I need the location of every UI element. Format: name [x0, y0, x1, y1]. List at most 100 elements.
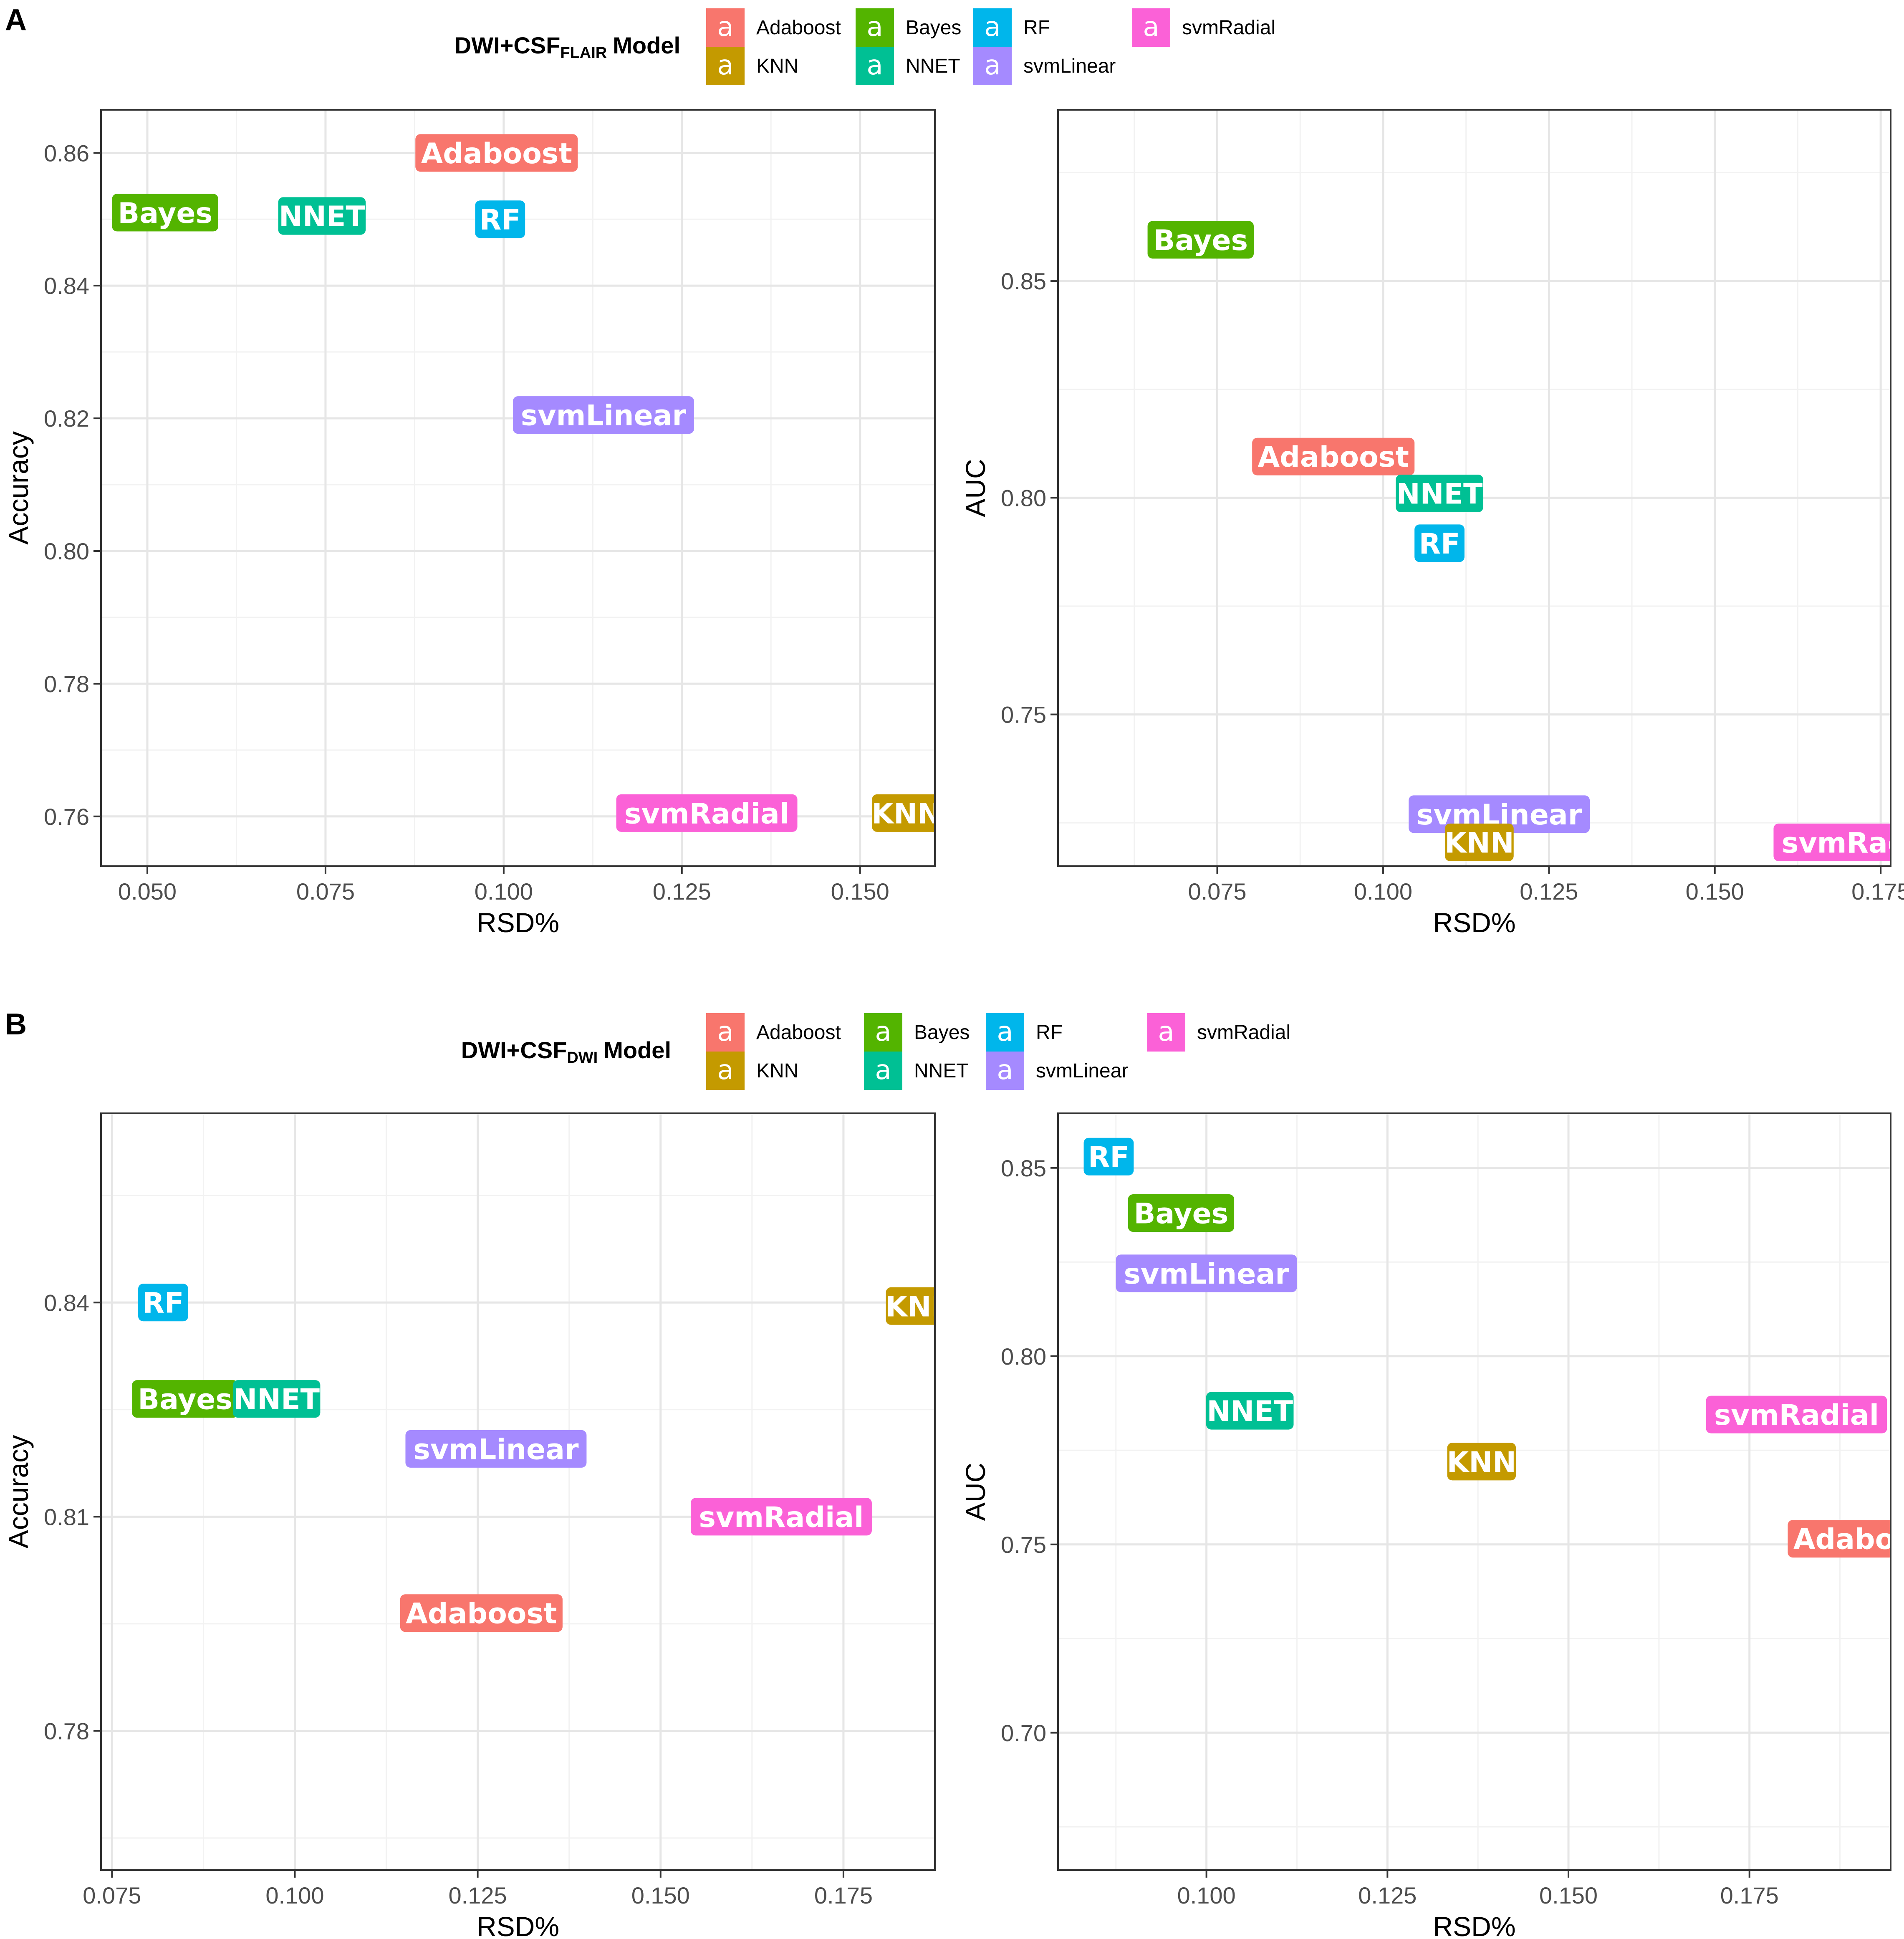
- legend-key-rf: [973, 8, 1012, 47]
- legend-key-glyph: a: [717, 1055, 733, 1086]
- plot-a-auc-point-adaboost: Adaboost: [1252, 437, 1415, 475]
- legend-item-nnet: a NNET: [856, 47, 960, 85]
- legend-item-rf: a RF: [973, 8, 1050, 47]
- plot-b-auc-point-rf: RF: [1083, 1138, 1134, 1176]
- legend-title-b: DWI+CSFDWI Model: [461, 1037, 671, 1067]
- legend-label-adaboost: Adaboost: [756, 1021, 841, 1044]
- legend-title-subscript: DWI: [567, 1049, 598, 1067]
- label-box-svmlinear: [405, 1430, 587, 1468]
- legend-key-glyph: a: [875, 1055, 891, 1086]
- label-text-svmradial: svmRadial: [1782, 827, 1904, 860]
- plot-b-auc-point-bayes: Bayes: [1128, 1194, 1235, 1232]
- plot-a-accuracy-point-svmradial: svmRadial: [616, 794, 798, 832]
- label-text-svmlinear: svmLinear: [521, 399, 687, 432]
- label-text-bayes: Bayes: [1153, 224, 1248, 257]
- label-text-rf: RF: [143, 1287, 184, 1320]
- plot-b-auc-point-knn: KNN: [1447, 1443, 1516, 1481]
- legend-key-svmlinear: [986, 1052, 1024, 1090]
- plot-a-accuracy-ytick-label-1: 0.78: [44, 671, 89, 697]
- legend-label-knn: KNN: [756, 55, 798, 77]
- legend-key-nnet: [864, 1052, 902, 1090]
- label-text-bayes: Bayes: [1134, 1198, 1229, 1231]
- legend-item-bayes: a Bayes: [856, 8, 961, 47]
- plot-a-accuracy-xtick-label-0: 0.050: [118, 878, 177, 905]
- legend-key-glyph: a: [875, 1016, 891, 1047]
- legend-title-subscript: FLAIR: [560, 44, 607, 62]
- legend-title-a: DWI+CSFFLAIR Model: [455, 32, 680, 62]
- legend-key-glyph: a: [1143, 12, 1159, 43]
- legend-label-svmradial: svmRadial: [1182, 17, 1275, 39]
- legend-key-knn: [706, 47, 745, 85]
- legend-key-svmlinear: [973, 47, 1012, 85]
- plot-b-accuracy-xtick-label-4: 0.175: [814, 1882, 873, 1909]
- plot-b-auc-xtick-label-0: 0.100: [1177, 1882, 1236, 1909]
- legend-key-bayes: [864, 1013, 902, 1052]
- legend-a: DWI+CSFFLAIR Model a Adaboost a Bayes a RF a svm…: [455, 8, 1275, 85]
- label-box-nnet: [1396, 474, 1483, 512]
- plot-b-auc-ytick-label-2: 0.80: [1001, 1343, 1046, 1370]
- label-text-adaboost: Adaboost: [406, 1598, 557, 1631]
- plot-a-accuracy-xtick-label-3: 0.125: [653, 878, 711, 905]
- plot-b-auc-xlabel: RSD%: [1433, 1911, 1515, 1939]
- plot-a-auc-point-knn: KNN: [1444, 823, 1514, 861]
- legend-label-adaboost: Adaboost: [756, 17, 841, 39]
- label-text-rf: RF: [480, 204, 521, 237]
- label-text-rf: RF: [1419, 528, 1460, 561]
- label-box-nnet: [278, 197, 366, 235]
- plot-b-accuracy-panel-border: [100, 1112, 936, 1871]
- plot-b-accuracy-point-adaboost: Adaboost: [400, 1594, 563, 1632]
- plot-b-auc-panel-bg: [1058, 1113, 1891, 1870]
- legend-item-knn: a KNN: [706, 1052, 798, 1090]
- label-text-nnet: NNET: [233, 1383, 320, 1416]
- plot-b-accuracy-point-knn: KNN: [886, 1287, 935, 1325]
- plot-b-accuracy-xtick-label-3: 0.150: [631, 1882, 690, 1909]
- plot-a-auc-panel-border: [1057, 109, 1891, 867]
- legend-key-adaboost: [706, 1013, 745, 1052]
- legend-key-adaboost: [706, 8, 745, 47]
- plot-b-auc-xtick-label-1: 0.125: [1358, 1882, 1417, 1909]
- plot-b-accuracy-xtick-label-2: 0.125: [449, 1882, 507, 1909]
- label-text-bayes: Bayes: [118, 197, 212, 230]
- label-box-knn: [886, 1287, 935, 1325]
- plot-a-accuracy-xlabel: RSD%: [477, 907, 559, 938]
- plot-b-accuracy-point-svmlinear: svmLinear: [405, 1430, 587, 1468]
- plot-b-auc-ylabel: AUC: [960, 1463, 991, 1521]
- label-box-nnet: [232, 1380, 321, 1418]
- legend-key-svmradial: [1147, 1013, 1185, 1052]
- legend-label-bayes: Bayes: [914, 1021, 970, 1044]
- plot-a-accuracy-point-rf: RF: [475, 200, 525, 238]
- label-box-knn: [872, 794, 935, 832]
- plot-b-accuracy-labels: RF Bayes NNET svmLinear svmRadial Adaboost KNN: [132, 1284, 935, 1632]
- legend-items-a: a Adaboost a Bayes a RF a svmRadial a KNN a NNET a sv…: [706, 8, 1275, 85]
- label-text-svmradial: svmRadial: [1714, 1399, 1879, 1432]
- plot-a-accuracy-point-adaboost: Adaboost: [415, 134, 578, 172]
- label-box-adaboost: [1788, 1520, 1891, 1558]
- legend-item-bayes: a Bayes: [864, 1013, 970, 1052]
- label-box-rf: [475, 200, 525, 238]
- legend-key-glyph: a: [997, 1055, 1013, 1086]
- label-box-adaboost: [400, 1594, 563, 1632]
- legend-key-bayes: [856, 8, 894, 47]
- label-box-bayes: [112, 194, 218, 232]
- plot-a-auc-point-svmlinear: svmLinear: [1409, 795, 1590, 833]
- label-box-svmradial: [1706, 1395, 1887, 1433]
- legend-key-glyph: a: [717, 12, 733, 43]
- plot-b-accuracy-point-rf: RF: [138, 1284, 188, 1322]
- plot-b-accuracy-xtick-label-1: 0.100: [265, 1882, 324, 1909]
- plot-a-auc-xtick-label-3: 0.150: [1686, 878, 1744, 905]
- plot-b-accuracy-xtick-label-0: 0.075: [83, 1882, 141, 1909]
- legend-label-rf: RF: [1036, 1021, 1063, 1044]
- plot-b-auc-point-svmlinear: svmLinear: [1116, 1254, 1297, 1292]
- legend-item-adaboost: a Adaboost: [706, 8, 841, 47]
- legend-key-glyph: a: [866, 50, 883, 81]
- legend-item-adaboost: a Adaboost: [706, 1013, 841, 1052]
- panel-letter-b: B: [5, 1008, 27, 1041]
- label-box-knn: [1445, 823, 1514, 861]
- plot-a-auc-ytick-label-0: 0.75: [1001, 702, 1046, 728]
- plot-b-auc-point-svmradial: svmRadial: [1706, 1395, 1887, 1433]
- plot-a-accuracy-point-bayes: Bayes: [112, 194, 218, 232]
- legend-item-svmlinear: a svmLinear: [986, 1052, 1128, 1090]
- plot-b-accuracy-xlabel: RSD%: [477, 1911, 559, 1939]
